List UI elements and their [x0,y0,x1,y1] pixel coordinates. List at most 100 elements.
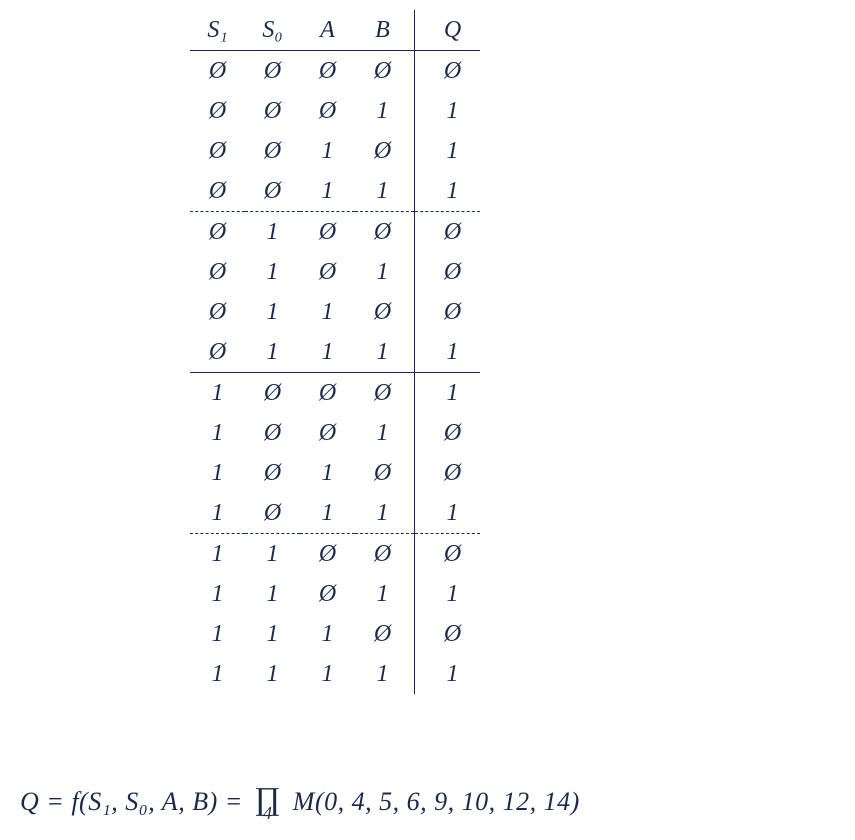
cell: Ø [300,91,355,131]
cell: Ø [300,212,355,253]
table-header-row: S₁ S₀ A B Q [190,10,480,51]
cell: 1 [300,131,355,171]
cell: Ø [190,292,245,332]
cell: 1 [190,614,245,654]
cell: 1 [355,252,415,292]
equation-prefix: Q = f(S₁, S₀, A, B) = [20,787,250,816]
cell-q: 1 [415,91,481,131]
cell: Ø [190,332,245,373]
cell-q: 1 [415,131,481,171]
cell: 1 [190,654,245,694]
cell: Ø [300,574,355,614]
cell: Ø [190,252,245,292]
cell: 1 [190,413,245,453]
cell: Ø [300,534,355,575]
cell: 1 [355,171,415,212]
cell: Ø [355,212,415,253]
cell: Ø [245,131,300,171]
table-row: 1ØØ1Ø [190,413,480,453]
cell: Ø [355,614,415,654]
cell-q: 1 [415,373,481,414]
col-header-q: Q [415,10,481,51]
cell-q: Ø [415,413,481,453]
cell: Ø [245,413,300,453]
cell: Ø [355,373,415,414]
table-row: ØØ1Ø1 [190,131,480,171]
col-header-s0: S₀ [245,10,300,51]
cell: Ø [190,91,245,131]
cell: Ø [355,51,415,92]
table-row: Ø1ØØØ [190,212,480,253]
cell: 1 [300,171,355,212]
cell-q: Ø [415,212,481,253]
cell: 1 [355,574,415,614]
cell: 1 [245,614,300,654]
cell: 1 [245,574,300,614]
equation-maxterms: M(0, 4, 5, 6, 9, 10, 12, 14) [293,787,580,816]
col-header-a: A [300,10,355,51]
cell: 1 [190,534,245,575]
product-operator: ∏ 4 [250,788,286,820]
cell: 1 [245,332,300,373]
cell: Ø [355,534,415,575]
table-row: ØØØØØ [190,51,480,92]
cell-q: Ø [415,51,481,92]
table-row: 1Ø111 [190,493,480,534]
cell: Ø [190,212,245,253]
cell: Ø [245,453,300,493]
cell-q: 1 [415,574,481,614]
table-row: ØØØ11 [190,91,480,131]
cell: 1 [300,493,355,534]
table-body: ØØØØØØØØ11ØØ1Ø1ØØ111Ø1ØØØØ1Ø1ØØ11ØØØ1111… [190,51,480,695]
cell-q: Ø [415,453,481,493]
cell: 1 [190,453,245,493]
cell: Ø [355,453,415,493]
table-row: Ø1Ø1Ø [190,252,480,292]
cell-q: 1 [415,332,481,373]
cell: 1 [355,413,415,453]
table-row: 1Ø1ØØ [190,453,480,493]
table-row: Ø11ØØ [190,292,480,332]
cell-q: Ø [415,252,481,292]
cell: 1 [355,654,415,694]
cell: 1 [245,654,300,694]
cell: Ø [300,51,355,92]
cell-q: 1 [415,493,481,534]
truth-table: S₁ S₀ A B Q ØØØØØØØØ11ØØ1Ø1ØØ111Ø1ØØØØ1Ø… [190,10,480,694]
cell: 1 [300,332,355,373]
cell: 1 [245,212,300,253]
table-row: 11ØØØ [190,534,480,575]
cell: 1 [245,534,300,575]
cell-q: Ø [415,534,481,575]
cell: 1 [190,373,245,414]
cell-q: Ø [415,614,481,654]
cell: Ø [355,131,415,171]
cell: Ø [190,131,245,171]
cell: Ø [190,171,245,212]
cell: 1 [300,453,355,493]
table-row: 111ØØ [190,614,480,654]
cell: 1 [190,493,245,534]
cell: 1 [245,292,300,332]
cell: 1 [300,292,355,332]
cell-q: 1 [415,171,481,212]
cell: Ø [245,171,300,212]
cell: 1 [190,574,245,614]
table-row: 11Ø11 [190,574,480,614]
cell: 1 [355,91,415,131]
cell: 1 [355,332,415,373]
table-row: 1ØØØ1 [190,373,480,414]
equation: Q = f(S₁, S₀, A, B) = ∏ 4 M(0, 4, 5, 6, … [20,787,580,820]
cell: Ø [300,252,355,292]
cell: Ø [300,373,355,414]
table-row: 11111 [190,654,480,694]
col-header-b: B [355,10,415,51]
cell: Ø [245,373,300,414]
page: S₁ S₀ A B Q ØØØØØØØØ11ØØ1Ø1ØØ111Ø1ØØØØ1Ø… [10,10,845,830]
cell-q: 1 [415,654,481,694]
table-row: Ø1111 [190,332,480,373]
cell: Ø [245,51,300,92]
col-header-s1: S₁ [190,10,245,51]
cell: Ø [355,292,415,332]
cell: Ø [300,413,355,453]
